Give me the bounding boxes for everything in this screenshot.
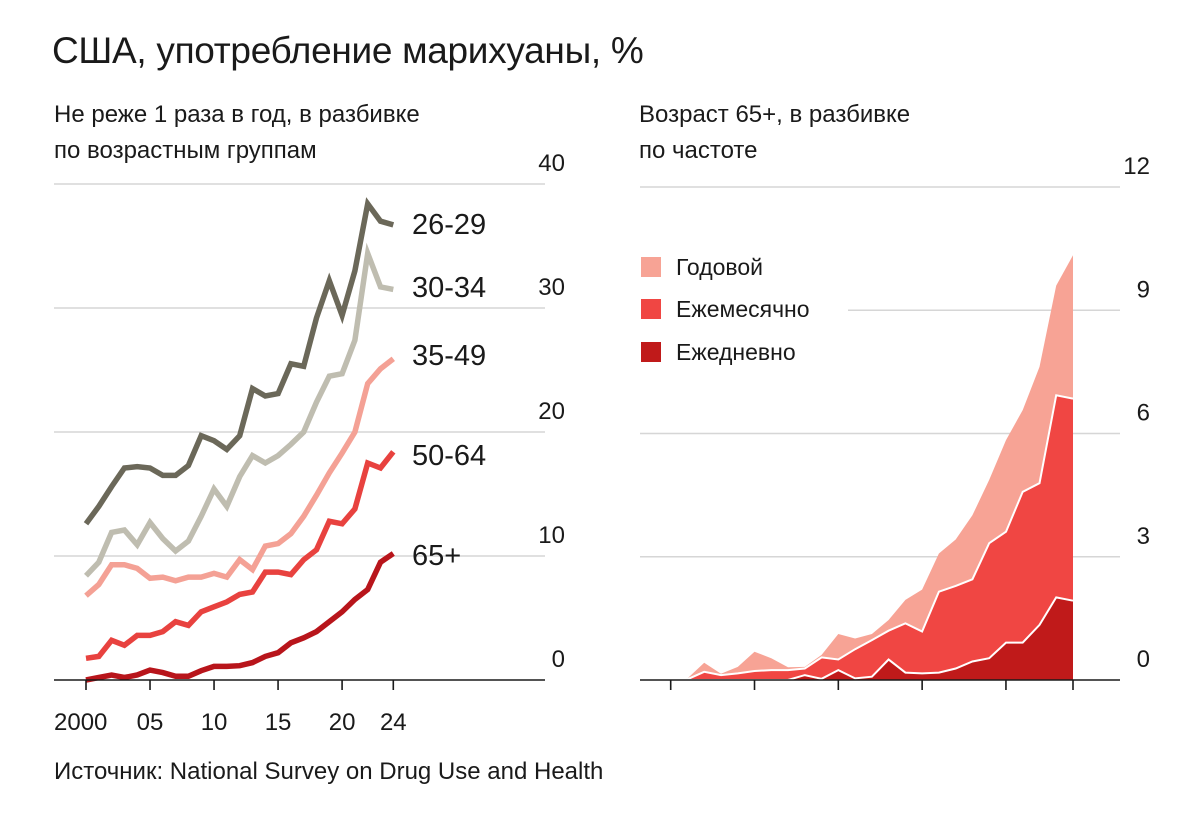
right-y-tick-label: 3 [1137,523,1150,550]
left-x-tick-label: 20 [329,709,356,736]
left-chart-subtitle: Не реже 1 раза в год, в разбивке по возр… [54,97,514,169]
left-y-tick-label: 40 [538,150,565,177]
left-x-tick-label: 10 [201,709,228,736]
series-line-35-49 [84,356,395,598]
legend-label-ежемесячно: Ежемесячно [676,296,810,322]
right-chart-subtitle: Возраст 65+, в разбивке по частоте [639,97,999,169]
left-y-tick-label: 10 [538,522,565,549]
series-line-50-64 [85,450,396,662]
area-ежемесячно [670,395,1073,680]
left-y-tick-label: 30 [538,274,565,301]
right-y-tick-label: 6 [1137,400,1150,427]
left-y-tick-label: 0 [552,646,565,673]
source-note: Источник: National Survey on Drug Use an… [54,758,604,785]
legend-swatch-ежедневно [641,342,661,362]
chart-title: США, употребление марихуаны, % [52,30,644,71]
legend-label-ежедневно: Ежедневно [676,339,796,365]
right-y-tick-label: 12 [1123,153,1150,180]
left-y-tick-label: 20 [538,398,565,425]
series-label-35-49: 35-49 [412,340,486,372]
left-x-tick-label: 05 [137,709,164,736]
area-ежедневно [670,597,1073,680]
right-y-tick-label: 0 [1137,646,1150,673]
series-label-65plus: 65+ [412,540,461,572]
series-line-30-34 [83,242,394,578]
area-boundary-ежемесячно [670,394,1074,681]
right-area-chart: 0 3 6 9 12 Годовой Ежемесячно Ежедневно [640,153,1150,690]
left-x-tick-label: 15 [265,709,292,736]
series-label-26-29: 26-29 [412,209,486,241]
series-label-30-34: 30-34 [412,272,486,304]
area-годовой [670,255,1073,680]
left-x-tick-label: 24 [380,709,407,736]
right-subtitle-line-1: Возраст 65+, в разбивке [639,101,911,128]
right-subtitle-line-2: по частоте [639,137,758,164]
series-line-65plus [85,551,395,683]
left-line-chart: 0 10 20 30 40 2000 05 10 15 20 24 26-29 30-34 35-49 50… [54,150,565,736]
series-label-50-64: 50-64 [412,440,486,472]
left-subtitle-line-2: по возрастным группам [54,137,317,164]
right-y-tick-label: 9 [1137,276,1150,303]
left-x-tick-label: 2000 [54,709,107,736]
legend-label-годовой: Годовой [676,254,763,280]
legend-swatch-ежемесячно [641,299,661,319]
legend-swatch-годовой [641,257,661,277]
series-line-26-29 [83,197,395,526]
left-subtitle-line-1: Не реже 1 раза в год, в разбивке [54,101,420,128]
